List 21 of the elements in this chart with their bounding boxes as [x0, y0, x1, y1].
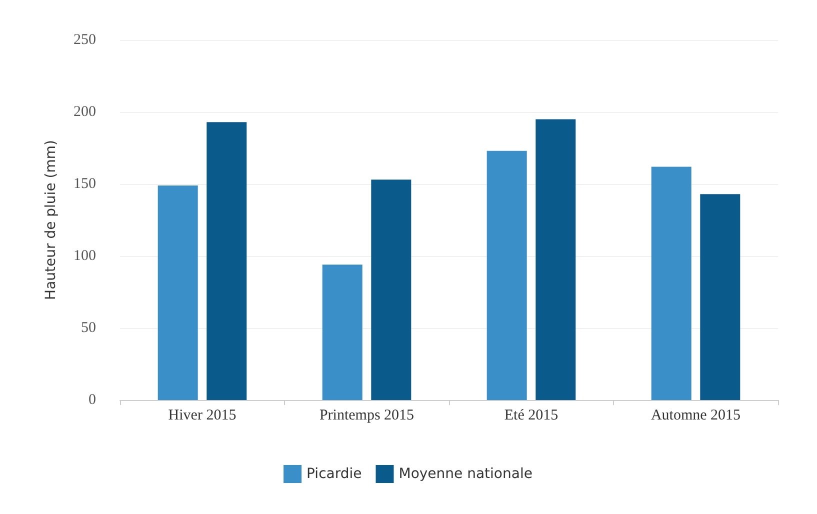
x-tick-label: Eté 2015 [504, 408, 558, 424]
bar [700, 194, 740, 400]
x-tick-label: Printemps 2015 [319, 408, 414, 424]
legend-label: Moyenne nationale [398, 466, 532, 482]
y-tick-label: 50 [81, 320, 96, 336]
bar [536, 119, 576, 400]
y-tick-label: 250 [74, 32, 96, 48]
legend-label: Picardie [306, 466, 362, 482]
bar [651, 166, 692, 400]
y-axis-title: Hauteur de pluie (mm) [43, 140, 59, 300]
bar [486, 150, 527, 400]
bar [158, 185, 198, 400]
y-tick-label: 0 [88, 392, 96, 408]
bar [371, 180, 412, 400]
bar [206, 122, 247, 400]
y-tick-label: 200 [74, 104, 96, 120]
x-tick-label: Hiver 2015 [168, 408, 236, 424]
x-tick-label: Automne 2015 [650, 408, 741, 424]
y-tick-label: 100 [74, 248, 96, 264]
bar [322, 264, 362, 400]
y-tick-label: 150 [74, 176, 96, 192]
